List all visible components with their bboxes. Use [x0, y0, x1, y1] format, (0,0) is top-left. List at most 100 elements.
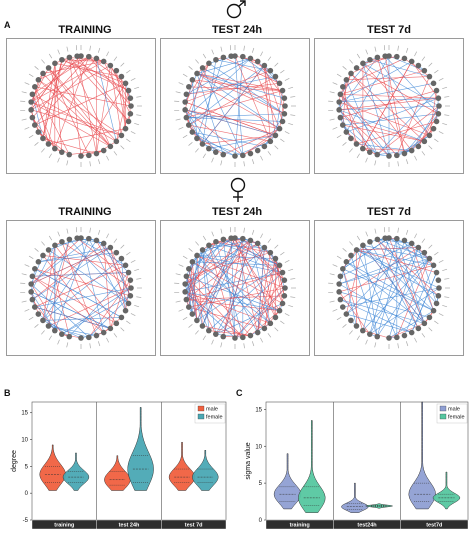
network-edge — [103, 61, 131, 114]
node-label-mark — [342, 248, 347, 252]
network-edge — [38, 131, 70, 155]
network-edge — [42, 255, 126, 266]
node-label-mark — [97, 47, 101, 53]
network-node — [66, 151, 73, 158]
node-label-mark — [134, 86, 140, 90]
network-node — [360, 242, 366, 249]
network-node — [78, 335, 84, 341]
network-node — [337, 91, 344, 98]
node-label-mark — [97, 341, 101, 347]
node-label-mark — [89, 161, 91, 167]
network-node — [113, 249, 120, 256]
node-label-mark — [66, 342, 69, 348]
node-label-mark — [336, 316, 342, 321]
node-label-mark — [113, 238, 118, 243]
network-node — [40, 135, 46, 142]
node-label-mark — [134, 268, 140, 272]
node-label-mark — [175, 118, 181, 121]
node-label-mark — [365, 157, 368, 163]
node-label-mark — [405, 159, 409, 165]
network-node — [394, 53, 400, 60]
y-tick-label: 5 — [25, 464, 29, 470]
violin-female-2 — [432, 471, 461, 510]
network-edge — [369, 247, 419, 335]
network-node — [125, 87, 132, 94]
network-edge — [418, 105, 440, 147]
node-label-mark — [195, 148, 199, 153]
network-edge — [48, 128, 126, 145]
network-node — [189, 77, 196, 83]
network-node — [343, 259, 350, 265]
network-edge — [404, 240, 434, 311]
node-label-mark — [428, 62, 433, 67]
network-node — [261, 143, 268, 150]
network-edge — [192, 261, 271, 324]
network-node — [261, 325, 268, 332]
node-label-mark — [41, 241, 45, 246]
network-edge — [339, 109, 425, 142]
network-edge — [264, 310, 280, 329]
violin-female-1 — [365, 503, 393, 509]
node-label-mark — [34, 142, 39, 146]
network-edge — [369, 238, 398, 335]
network-edge — [340, 94, 371, 153]
network-node — [182, 107, 188, 113]
network-node — [386, 335, 392, 341]
node-label-mark — [397, 161, 399, 167]
network-node — [206, 60, 212, 67]
node-label-mark — [260, 233, 264, 239]
node-label-mark — [336, 73, 342, 77]
network-edge — [188, 76, 276, 126]
legend-label-female: female — [448, 415, 465, 421]
network-edge — [185, 291, 280, 311]
network-node — [185, 304, 192, 310]
node-label-mark — [290, 296, 296, 298]
network-edge — [340, 247, 419, 300]
network-node — [366, 331, 373, 337]
network-edge — [346, 313, 412, 333]
node-label-mark — [428, 145, 433, 150]
network-edge — [340, 73, 352, 95]
network-edge — [418, 247, 434, 266]
node-label-mark — [356, 335, 360, 341]
network-node — [78, 153, 84, 159]
network-node — [28, 281, 34, 287]
node-label-mark — [175, 91, 181, 94]
node-label-mark — [374, 342, 377, 348]
node-label-mark — [120, 62, 125, 67]
network-node — [35, 311, 42, 317]
node-label-mark — [24, 264, 30, 267]
node-label-mark — [243, 343, 245, 349]
network-edge — [188, 268, 251, 336]
network-node — [93, 55, 100, 62]
node-label-mark — [342, 324, 347, 328]
network-node — [189, 311, 196, 317]
network-edge — [32, 93, 117, 142]
network-node — [430, 80, 437, 87]
network-edge — [184, 109, 217, 153]
network-node — [433, 118, 440, 125]
network-edge — [342, 86, 357, 145]
node-label-mark — [405, 229, 409, 235]
network-edge — [338, 109, 390, 157]
node-label-mark — [288, 268, 294, 272]
network-node — [267, 320, 274, 327]
network-edge — [96, 65, 111, 154]
node-label-mark — [421, 238, 426, 243]
violin-male-2 — [168, 441, 196, 491]
network-node — [336, 99, 342, 105]
network-node — [32, 83, 38, 90]
network-node — [401, 55, 408, 62]
category-label: test24h — [357, 523, 377, 529]
node-label-mark — [284, 77, 290, 81]
network-node — [212, 331, 219, 337]
node-label-mark — [28, 316, 34, 321]
network-edge — [342, 268, 357, 327]
violin-chart-degree: -5 0 5 10 15 degree training test 24h test 7d mal… — [11, 401, 227, 530]
network-node — [340, 265, 346, 272]
network-edge — [202, 135, 276, 145]
network-node — [433, 300, 440, 307]
network-node — [45, 65, 52, 71]
network-node — [272, 255, 279, 262]
node-label-mark — [444, 114, 450, 116]
